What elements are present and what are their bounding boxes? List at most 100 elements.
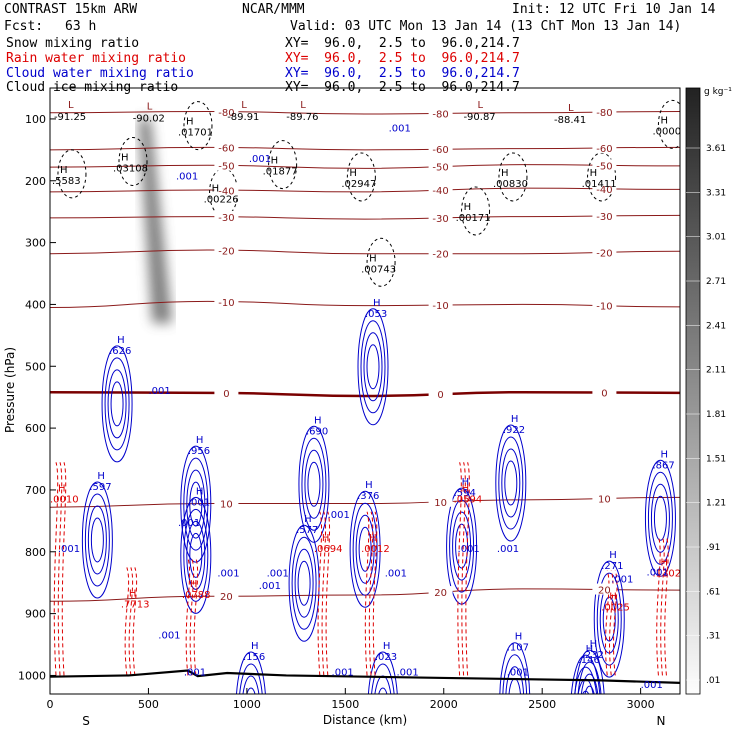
contour-value-label: .001 bbox=[148, 386, 170, 397]
y-tick-label: 500 bbox=[25, 360, 46, 373]
high-value-label: .02947 bbox=[341, 179, 376, 190]
cloud-water-contour bbox=[644, 459, 676, 577]
y-tick-label: 1000 bbox=[18, 669, 46, 682]
high-value-label: .01877 bbox=[263, 167, 298, 178]
contour-value-label: .001 bbox=[176, 172, 198, 183]
colorbar-label: 1.51 bbox=[706, 454, 726, 464]
isotherm-label: 20 bbox=[434, 588, 447, 599]
isotherm-label-bg bbox=[592, 583, 617, 595]
cloud-water-contour bbox=[449, 499, 475, 593]
high-marker: H bbox=[121, 152, 129, 163]
x-tick-label: 0 bbox=[47, 698, 54, 711]
isotherm-label-bg bbox=[214, 141, 239, 153]
isotherm-label: -20 bbox=[218, 246, 234, 257]
high-marker: H bbox=[660, 115, 668, 126]
y-tick-label: 200 bbox=[25, 175, 46, 188]
rain-contour bbox=[57, 462, 63, 676]
colorbar-label: 1.21 bbox=[706, 499, 726, 509]
isotherm-label: 0 bbox=[601, 389, 607, 400]
low-value-label: -90.87 bbox=[463, 112, 495, 123]
high-value-label: .577 bbox=[296, 525, 318, 536]
high-marker: H bbox=[349, 168, 357, 179]
high-value-label: .690 bbox=[306, 426, 328, 437]
high-marker: H bbox=[60, 165, 68, 176]
cloud-water-contour bbox=[349, 490, 381, 608]
isotherm-label-bg bbox=[214, 497, 239, 509]
high-value-label: .922 bbox=[503, 425, 525, 436]
cloud-water-contour bbox=[367, 651, 398, 694]
cloud-water-contour bbox=[360, 320, 386, 414]
cloud-water-contour bbox=[301, 437, 327, 531]
high-value-label: .03108 bbox=[113, 163, 148, 174]
high-marker: H bbox=[590, 168, 598, 179]
colorbar-unit: g kg⁻¹ bbox=[704, 87, 732, 97]
high-marker: H bbox=[322, 533, 330, 544]
high-marker: H bbox=[369, 533, 377, 544]
rain-contour bbox=[457, 462, 462, 676]
cloud-water-contour bbox=[504, 460, 518, 506]
isotherm-label-bg bbox=[592, 492, 617, 504]
isotherm-4 bbox=[50, 214, 680, 220]
rain-contour bbox=[660, 536, 665, 676]
isotherm-label: -80 bbox=[596, 108, 612, 119]
low-marker: L bbox=[241, 100, 247, 111]
high-marker: H bbox=[660, 558, 668, 569]
rain-contour bbox=[61, 462, 67, 676]
rain-contour bbox=[368, 511, 374, 676]
colorbar-label: 3.31 bbox=[706, 188, 726, 198]
high-value-label: .107 bbox=[507, 643, 529, 654]
high-value-label: .376 bbox=[357, 491, 379, 502]
cloud-water-contour bbox=[189, 532, 203, 578]
cloud-water-contour bbox=[505, 666, 525, 694]
cloud-water-contour bbox=[371, 663, 395, 694]
model-title: CONTRAST 15km ARW bbox=[4, 2, 138, 17]
cloud-water-contour bbox=[352, 502, 378, 596]
low-marker: L bbox=[568, 103, 574, 114]
low-marker: L bbox=[68, 100, 74, 111]
x-tick-label: 2000 bbox=[430, 698, 458, 711]
high-value-label: .597 bbox=[89, 482, 111, 493]
isotherm-label: 10 bbox=[220, 500, 233, 511]
high-value-label: .271 bbox=[601, 561, 623, 572]
cloud-water-contour bbox=[355, 514, 375, 584]
y-tick-label: 700 bbox=[25, 484, 46, 497]
rain-contour bbox=[325, 511, 331, 676]
cloud-water-contour bbox=[288, 524, 320, 642]
cloud-water-contour bbox=[358, 526, 372, 572]
isotherm-label-bg bbox=[214, 105, 239, 117]
cloud-water-contour bbox=[304, 449, 324, 519]
high-marker: H bbox=[271, 156, 279, 167]
isotherm-label: -10 bbox=[596, 302, 612, 313]
isotherm-5 bbox=[50, 249, 680, 255]
cloud-water-contour bbox=[574, 666, 598, 694]
legend-snow-name: Snow mixing ratio bbox=[6, 36, 140, 51]
high-value-label: .0788 bbox=[182, 590, 211, 601]
cloud-water-contour bbox=[186, 469, 206, 539]
rain-contour bbox=[185, 558, 191, 676]
contour-value-label: .001 bbox=[328, 510, 350, 521]
rain-contour bbox=[605, 570, 610, 676]
high-value-label: .7713 bbox=[121, 599, 150, 610]
cloud-water-contour bbox=[242, 675, 260, 694]
ice-contour bbox=[268, 140, 298, 190]
isotherm-3 bbox=[50, 187, 680, 193]
cloud-water-contour bbox=[582, 690, 590, 694]
valid-time: Valid: 03 UTC Mon 13 Jan 14 (13 ChT Mon … bbox=[290, 19, 682, 34]
colorbar-label: 2.11 bbox=[706, 366, 726, 376]
rain-contour bbox=[372, 511, 378, 676]
cloud-water-contour bbox=[584, 685, 595, 694]
isotherm-label: -40 bbox=[596, 185, 612, 196]
contour-value-label: .001 bbox=[497, 544, 519, 555]
contour-value-label: .001 bbox=[249, 154, 271, 165]
high-value-label: .023 bbox=[375, 652, 397, 663]
legend-cloudwater-name: Cloud water mixing ratio bbox=[6, 66, 194, 81]
isotherm-label-bg bbox=[428, 495, 453, 507]
ice-contour bbox=[657, 99, 680, 149]
cloud-water-contour bbox=[294, 548, 314, 618]
high-marker: H bbox=[212, 183, 220, 194]
isotherm-label-bg bbox=[214, 387, 239, 399]
high-marker: H bbox=[511, 414, 519, 425]
low-marker: L bbox=[300, 100, 306, 111]
rain-contour bbox=[189, 558, 195, 676]
high-marker: H bbox=[129, 588, 137, 599]
